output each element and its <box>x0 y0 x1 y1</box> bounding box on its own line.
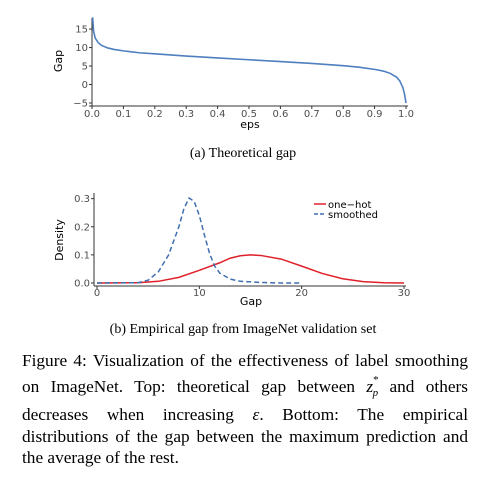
bottom-x-tick-label: 20 <box>295 288 308 299</box>
caption-text-3: . Bottom: The empirical distributions of… <box>22 405 468 468</box>
bottom-x-tick-label: 0 <box>94 288 100 299</box>
top-series <box>91 17 407 104</box>
top-x-tick-label: 0.4 <box>210 109 226 120</box>
bottom-y-axis-label: Density <box>53 219 66 261</box>
top-x-tick-label: 0.2 <box>147 109 163 120</box>
bottom-series-line-1 <box>96 254 405 284</box>
legend-label-2: smoothed <box>328 210 378 221</box>
caption-z-sub: p <box>372 386 379 399</box>
figure-caption: Figure 4: Visualization of the effective… <box>22 350 468 469</box>
caption-z-sup: * <box>373 373 379 386</box>
top-y-tick-label: 15 <box>75 25 88 36</box>
bottom-y-tick-label: 0.3 <box>74 194 90 205</box>
top-x-tick-label: 0.7 <box>304 109 320 120</box>
legend-label-1: one−hot <box>328 200 371 211</box>
caption-text-1: Figure 4: Visualization of the effective… <box>22 351 468 396</box>
top-x-tick-label: 1.0 <box>398 109 414 120</box>
bottom-x-tick-label: 30 <box>398 288 411 299</box>
bottom-tick-labels: 0 10 20 30 0.0 0.1 0.2 0.3 <box>74 194 410 299</box>
bottom-y-tick-label: 0.0 <box>74 279 90 290</box>
bottom-y-tick-label: 0.1 <box>74 250 90 261</box>
top-x-tick-label: 0.3 <box>178 109 194 120</box>
top-y-tick-label: −5 <box>73 99 88 110</box>
top-x-tick-label: 0.1 <box>115 109 131 120</box>
bottom-series <box>96 196 405 284</box>
top-y-tick-label: 10 <box>75 43 88 54</box>
caption-z-symbol: z <box>366 376 374 396</box>
top-x-axis-label: eps <box>240 118 260 131</box>
chart-theoretical-gap: 0.0 0.1 0.2 0.3 0.4 0.5 0.6 0.7 0.8 0.9 1.0 15 10 5 0 −… <box>52 17 414 161</box>
bottom-x-tick-label: 10 <box>193 288 206 299</box>
top-series-line <box>91 17 407 104</box>
top-subcaption: (a) Theoretical gap <box>190 146 296 161</box>
top-x-tick-label: 0.5 <box>241 109 257 120</box>
top-y-tick-label: 0 <box>82 80 88 91</box>
top-x-tick-label: 0.8 <box>335 109 351 120</box>
top-tick-labels: 0.0 0.1 0.2 0.3 0.4 0.5 0.6 0.7 0.8 0.9 1.0 15 10 5 0 −… <box>73 25 414 120</box>
top-y-axis-label: Gap <box>52 50 65 72</box>
top-x-tick-label: 0.9 <box>367 109 383 120</box>
chart-empirical-gap: 0 10 20 30 0.0 0.1 0.2 0.3 Gap Density one−hots… <box>53 193 410 337</box>
top-x-tick-label: 0.6 <box>272 109 288 120</box>
bottom-y-tick-label: 0.2 <box>74 222 90 233</box>
top-y-tick-label: 5 <box>82 62 88 73</box>
caption-epsilon: ε <box>252 405 260 425</box>
caption-text-2: and others decreases when increasing <box>22 376 469 425</box>
bottom-x-axis-label: Gap <box>240 295 262 308</box>
bottom-axes <box>91 193 406 289</box>
top-axes <box>89 18 408 109</box>
bottom-subcaption: (b) Empirical gap from ImageNet validati… <box>110 322 377 337</box>
top-x-tick-label: 0.0 <box>84 109 100 120</box>
bottom-series-line-2 <box>96 196 302 284</box>
